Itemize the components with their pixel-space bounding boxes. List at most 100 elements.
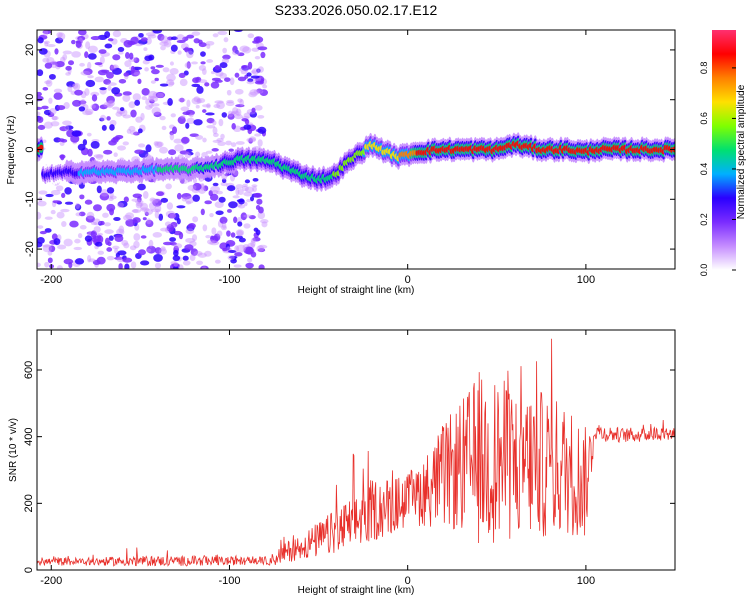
heatmap-speckle bbox=[165, 183, 172, 190]
heatmap-speckle bbox=[106, 187, 115, 194]
heatmap-speckle bbox=[160, 246, 166, 252]
heatmap-speckle bbox=[96, 185, 102, 194]
heatmap-speckle bbox=[238, 67, 245, 72]
heatmap-speckle bbox=[234, 72, 240, 78]
heatmap-speckle bbox=[248, 91, 257, 98]
heatmap-speckle bbox=[187, 184, 197, 191]
heatmap-speckle bbox=[250, 196, 255, 202]
heatmap-speckle bbox=[140, 260, 150, 266]
heatmap-speckle bbox=[211, 227, 217, 235]
heatmap-speckle bbox=[166, 73, 176, 82]
heatmap-speckle bbox=[106, 100, 114, 109]
heatmap-speckle bbox=[159, 83, 169, 87]
heatmap-speckle bbox=[87, 75, 94, 79]
snr-xtick-label: -100 bbox=[218, 575, 240, 587]
heatmap-speckle bbox=[222, 222, 227, 229]
heatmap-speckle bbox=[235, 187, 240, 196]
heatmap-speckle bbox=[87, 148, 93, 157]
heatmap-speckle bbox=[49, 108, 57, 115]
heatmap-speckle bbox=[140, 37, 148, 42]
heatmap-speckle bbox=[103, 149, 113, 155]
heatmap-speckle bbox=[178, 97, 186, 103]
heatmap-speckle bbox=[168, 149, 177, 156]
heatmap-speckle bbox=[106, 203, 116, 212]
heatmap-speckle bbox=[209, 193, 219, 201]
heatmap-speckle bbox=[87, 53, 97, 60]
heatmap-speckle bbox=[65, 65, 72, 71]
heatmap-speckle bbox=[243, 191, 253, 197]
heatmap-speckle bbox=[221, 225, 227, 231]
heatmap-speckle bbox=[99, 220, 105, 226]
heatmap-speckle bbox=[250, 75, 260, 79]
heatmap-speckle bbox=[137, 183, 146, 191]
heatmap-speckle bbox=[233, 264, 242, 268]
heatmap-speckle bbox=[256, 198, 263, 205]
heatmap-speckle bbox=[154, 262, 162, 269]
heatmap-speckle bbox=[151, 107, 161, 116]
heatmap-speckle bbox=[100, 189, 109, 197]
heatmap-speckle bbox=[77, 36, 86, 42]
heatmap-speckle bbox=[118, 263, 123, 269]
heatmap-speckle bbox=[212, 126, 218, 135]
heatmap-speckle bbox=[135, 201, 143, 209]
heatmap-speckle bbox=[157, 33, 165, 41]
heatmap-speckle bbox=[82, 110, 93, 116]
heatmap-speckle bbox=[235, 184, 244, 190]
heatmap-speckle bbox=[196, 97, 206, 104]
heatmap-speckle bbox=[152, 200, 159, 204]
heatmap-speckle bbox=[128, 125, 136, 132]
heatmap-speckle bbox=[149, 96, 158, 103]
heatmap-speckle bbox=[152, 199, 162, 207]
heatmap-speckle bbox=[195, 151, 201, 158]
spectrogram-xtick-label: -100 bbox=[218, 274, 240, 286]
heatmap-speckle bbox=[41, 105, 49, 110]
heatmap-speckle bbox=[254, 133, 262, 137]
heatmap-speckle bbox=[179, 178, 189, 185]
heatmap-speckle bbox=[191, 31, 201, 36]
heatmap-speckle bbox=[244, 179, 251, 184]
heatmap-speckle bbox=[123, 39, 133, 48]
heatmap-speckle bbox=[207, 239, 215, 245]
heatmap-speckle bbox=[204, 200, 212, 205]
heatmap-speckle bbox=[195, 135, 204, 140]
heatmap-speckle bbox=[107, 241, 112, 247]
heatmap-speckle bbox=[257, 139, 263, 147]
heatmap-speckle bbox=[123, 72, 130, 77]
heatmap-speckle bbox=[53, 88, 63, 93]
heatmap-speckle bbox=[230, 232, 236, 238]
heatmap-speckle bbox=[260, 51, 266, 59]
colorbar-label: Normalized spectral amplitude bbox=[736, 84, 747, 219]
heatmap-speckle bbox=[196, 260, 204, 265]
heatmap-speckle bbox=[146, 245, 157, 254]
heatmap-speckle bbox=[176, 192, 182, 200]
heatmap-speckle bbox=[138, 249, 146, 256]
heatmap-speckle bbox=[236, 244, 246, 253]
heatmap-speckle bbox=[130, 36, 139, 45]
heatmap-speckle bbox=[179, 78, 188, 87]
snr-ytick-label: 600 bbox=[23, 361, 35, 379]
heatmap-speckle bbox=[101, 124, 107, 131]
heatmap-speckle bbox=[191, 97, 201, 105]
heatmap-speckle bbox=[44, 228, 52, 233]
heatmap-speckle bbox=[56, 211, 65, 219]
heatmap-speckle bbox=[103, 102, 110, 108]
heatmap-speckle bbox=[51, 115, 59, 121]
heatmap-speckle bbox=[47, 257, 53, 264]
heatmap-speckle bbox=[132, 209, 139, 213]
heatmap-speckle bbox=[107, 82, 117, 86]
heatmap-speckle bbox=[37, 111, 41, 117]
colorbar-tick-label: 0.4 bbox=[699, 163, 709, 176]
heatmap-speckle bbox=[66, 81, 76, 88]
snr-axes: -200 -100 0 100 0 200 400 600 bbox=[23, 330, 675, 587]
heatmap-speckle bbox=[56, 265, 63, 269]
heatmap-speckle bbox=[92, 218, 101, 226]
heatmap-speckle bbox=[149, 197, 156, 203]
heatmap-speckle bbox=[237, 98, 243, 103]
heatmap-speckle bbox=[147, 34, 157, 39]
heatmap-speckle bbox=[122, 91, 132, 96]
heatmap-speckle bbox=[186, 34, 195, 39]
heatmap-speckle bbox=[124, 263, 130, 269]
heatmap-speckle bbox=[144, 211, 149, 217]
heatmap-speckle bbox=[231, 122, 236, 130]
